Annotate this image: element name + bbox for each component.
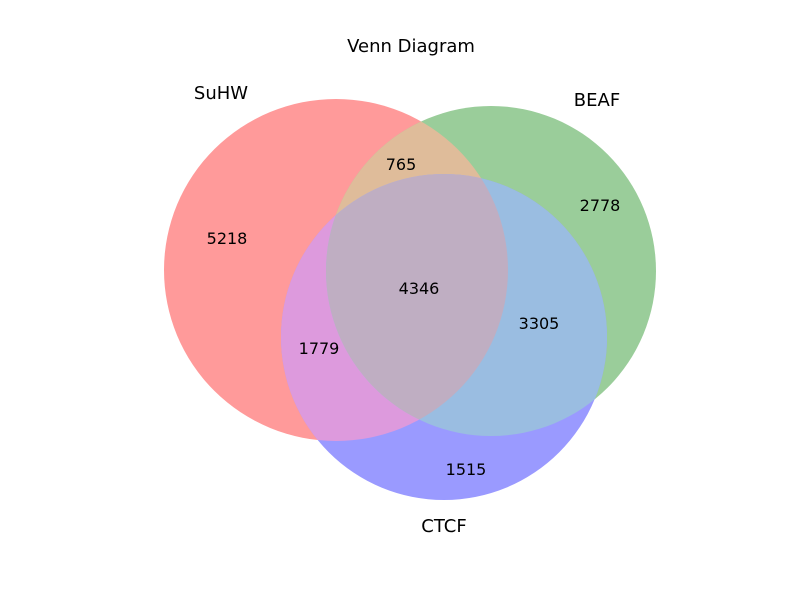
region-suhw-beaf: 765 xyxy=(386,155,417,174)
region-beaf-ctcf: 3305 xyxy=(519,314,560,333)
region-suhw-only: 5218 xyxy=(207,229,248,248)
ctcf-set-label: CTCF xyxy=(421,516,466,537)
region-suhw-ctcf: 1779 xyxy=(299,339,340,358)
beaf-set-label: BEAF xyxy=(574,90,620,111)
region-all-three: 4346 xyxy=(399,279,440,298)
region-beaf-only: 2778 xyxy=(580,196,621,215)
suhw-set-label: SuHW xyxy=(194,83,248,104)
region-ctcf-only: 1515 xyxy=(446,460,487,479)
diagram-title: Venn Diagram xyxy=(347,36,475,57)
